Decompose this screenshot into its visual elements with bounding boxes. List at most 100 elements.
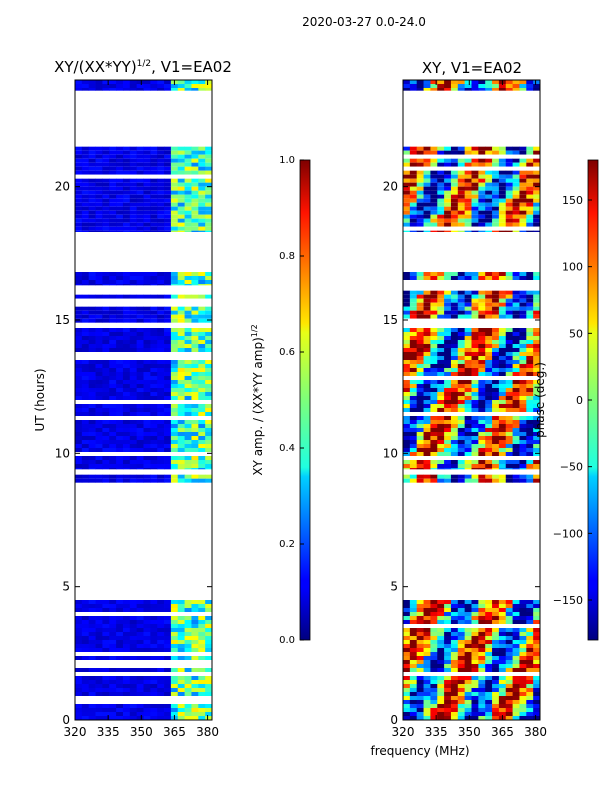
heatmap-cell [164, 696, 172, 700]
heatmap-cell [492, 150, 500, 155]
heatmap-cell [416, 704, 424, 708]
heatmap-cell [170, 340, 179, 344]
heatmap-cell [526, 644, 534, 648]
heatmap-cell [450, 88, 459, 91]
heatmap-cell [457, 408, 466, 412]
heatmap-cell [136, 648, 144, 652]
heatmap-cell [116, 648, 124, 652]
heatmap-cell [198, 416, 206, 420]
heatmap-cell [430, 88, 438, 91]
heatmap-cell [116, 166, 124, 171]
heatmap-cell [498, 456, 507, 460]
heatmap-cell [403, 332, 411, 336]
heatmap-cell [157, 340, 165, 344]
heatmap-cell [191, 648, 199, 652]
heatmap-cell [81, 302, 90, 307]
heatmap-cell [184, 194, 192, 199]
heatmap-cell [122, 648, 131, 652]
heatmap-cell [464, 452, 472, 456]
colorbar-tick-label: 0 [576, 394, 583, 407]
heatmap-cell [81, 314, 90, 319]
heatmap-cell [498, 420, 507, 424]
heatmap-cell [184, 628, 192, 632]
heatmap-cell [150, 648, 158, 652]
heatmap-cell [136, 624, 144, 628]
heatmap-cell [533, 408, 541, 412]
heatmap-cell [416, 612, 424, 616]
heatmap-cell [122, 146, 131, 151]
heatmap-cell [457, 230, 466, 232]
heatmap-cell [75, 310, 83, 315]
heatmap-cell [109, 230, 117, 232]
heatmap-cell [170, 672, 179, 676]
heatmap-cell [205, 608, 213, 612]
heatmap-cell [471, 340, 479, 344]
heatmap-cell [164, 360, 172, 364]
heatmap-cell [150, 218, 158, 223]
heatmap-cell [150, 456, 158, 460]
heatmap-cell [498, 332, 507, 336]
heatmap-cell [88, 158, 96, 163]
colorbar-tick-label: −100 [553, 527, 583, 540]
heatmap-cell [88, 478, 96, 483]
heatmap-cell [184, 474, 192, 479]
heatmap-cell [478, 468, 486, 470]
heatmap-cell [143, 464, 151, 468]
heatmap-cell [437, 672, 445, 676]
heatmap-cell [526, 214, 534, 219]
heatmap-cell [478, 408, 486, 412]
heatmap-cell [109, 616, 117, 620]
heatmap-cell [437, 178, 445, 183]
heatmap-cell [457, 624, 466, 628]
heatmap-cell [170, 644, 179, 648]
heatmap-cell [444, 206, 452, 211]
heatmap-cell [526, 178, 534, 183]
heatmap-cell [512, 230, 520, 232]
heatmap-cell [485, 332, 493, 336]
heatmap-cell [136, 684, 144, 688]
heatmap-cell [485, 206, 493, 211]
heatmap-cell [485, 344, 493, 348]
heatmap-cell [450, 314, 459, 319]
heatmap-cell [416, 700, 424, 704]
heatmap-cell [485, 226, 493, 231]
heatmap-cell [485, 416, 493, 420]
heatmap-cell [109, 186, 117, 191]
heatmap-cell [75, 478, 83, 483]
heatmap-cell [150, 162, 158, 167]
heatmap-cell [464, 298, 472, 303]
heatmap-cell [177, 396, 185, 400]
heatmap-cell [109, 624, 117, 628]
heatmap-cell [88, 448, 96, 452]
heatmap-cell [109, 400, 117, 404]
heatmap-cell [409, 372, 418, 376]
heatmap-cell [170, 182, 179, 187]
heatmap-cell [122, 218, 131, 223]
heatmap-cell [492, 668, 500, 672]
heatmap-cell [177, 676, 185, 680]
heatmap-cell [102, 604, 110, 608]
heatmap-cell [95, 440, 103, 444]
heatmap-cell [150, 440, 158, 444]
heatmap-cell [526, 396, 534, 400]
heatmap-cell [505, 680, 513, 684]
heatmap-cell [150, 344, 158, 348]
heatmap-cell [478, 424, 486, 428]
heatmap-cell [75, 680, 83, 684]
heatmap-cell [88, 444, 96, 448]
heatmap-cell [205, 632, 213, 636]
heatmap-cell [423, 420, 431, 424]
heatmap-cell [116, 432, 124, 436]
heatmap-cell [457, 712, 466, 716]
heatmap-cell [403, 424, 411, 428]
heatmap-cell [485, 336, 493, 340]
heatmap-cell [75, 88, 83, 91]
heatmap-cell [88, 306, 96, 311]
heatmap-cell [170, 708, 179, 712]
heatmap-cell [492, 210, 500, 215]
heatmap-cell [519, 478, 527, 483]
heatmap-cell [471, 708, 479, 712]
heatmap-cell [457, 364, 466, 368]
heatmap-cell [205, 284, 213, 286]
heatmap-cell [423, 360, 431, 364]
